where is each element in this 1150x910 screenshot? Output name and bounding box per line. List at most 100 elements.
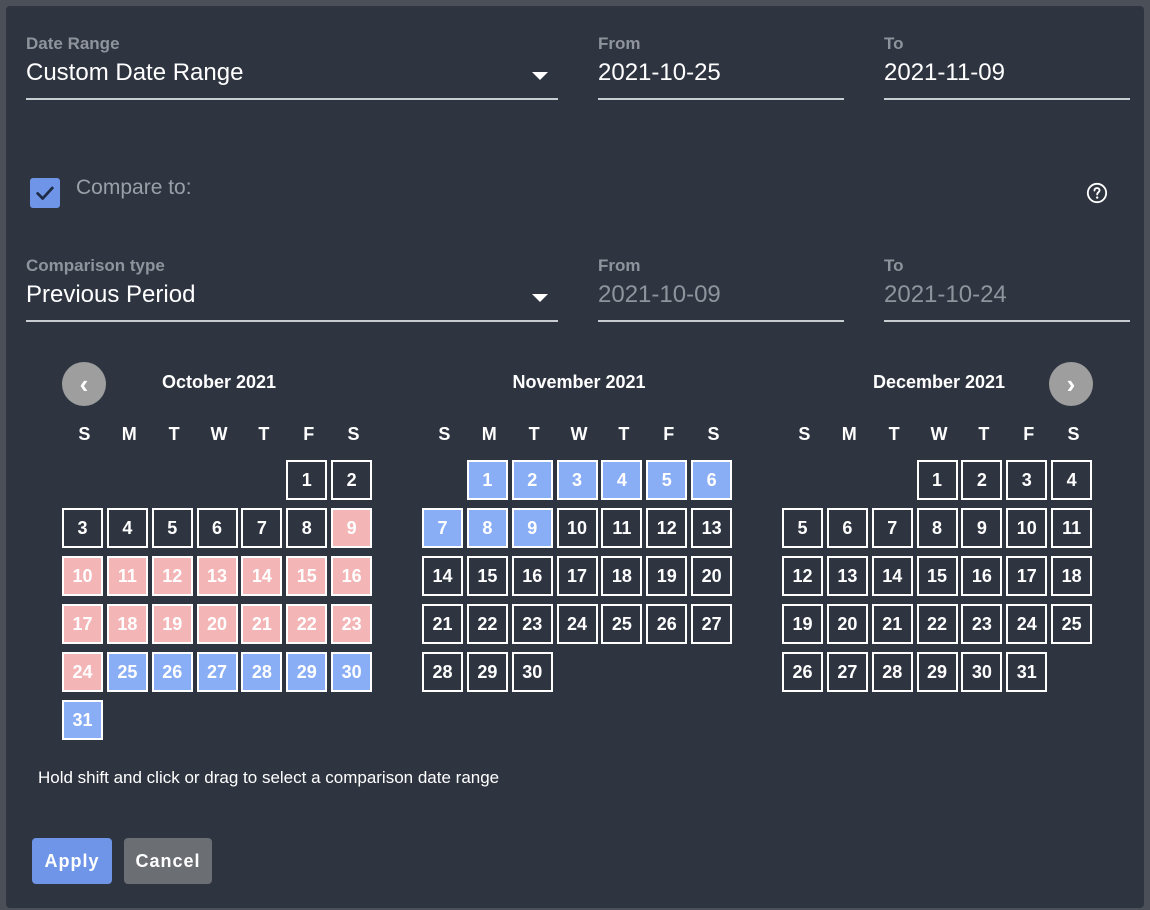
calendar-day[interactable]: 18 — [106, 604, 148, 644]
calendar-day[interactable]: 29 — [466, 652, 508, 692]
calendar-day[interactable]: 14 — [422, 556, 463, 596]
date-range-select[interactable]: Date Range Custom Date Range — [26, 34, 558, 104]
calendar-day[interactable]: 25 — [1051, 604, 1093, 644]
compare-checkbox[interactable] — [30, 178, 60, 208]
calendar-day[interactable]: 22 — [466, 604, 508, 644]
comparison-type-select[interactable]: Comparison type Previous Period — [26, 256, 558, 326]
calendar-day[interactable]: 22 — [286, 604, 328, 644]
compare-to-field[interactable]: To 2021-10-24 — [884, 256, 1130, 326]
compare-from-field[interactable]: From 2021-10-09 — [598, 256, 844, 326]
calendar-day[interactable]: 28 — [422, 652, 463, 692]
calendar-day[interactable]: 10 — [62, 556, 103, 596]
calendar-day[interactable]: 31 — [1006, 652, 1048, 692]
calendar-day[interactable]: 27 — [826, 652, 868, 692]
calendar-day[interactable]: 25 — [106, 652, 148, 692]
apply-button[interactable]: Apply — [32, 838, 112, 884]
calendar-day[interactable]: 21 — [422, 604, 463, 644]
calendar-day[interactable]: 26 — [646, 604, 688, 644]
calendar-day[interactable]: 18 — [601, 556, 643, 596]
calendar-day[interactable]: 7 — [241, 508, 283, 548]
help-icon[interactable] — [1086, 182, 1108, 204]
calendar-day[interactable]: 19 — [646, 556, 688, 596]
prev-month-button[interactable]: ‹ — [62, 362, 106, 406]
calendar-day[interactable]: 29 — [916, 652, 958, 692]
calendar-day[interactable]: 11 — [106, 556, 148, 596]
calendar-day[interactable]: 13 — [691, 508, 733, 548]
calendar-day[interactable]: 12 — [151, 556, 193, 596]
calendar-day[interactable]: 22 — [916, 604, 958, 644]
calendar-day[interactable]: 14 — [241, 556, 283, 596]
calendar-day[interactable]: 27 — [196, 652, 238, 692]
calendar-day[interactable]: 12 — [646, 508, 688, 548]
calendar-day[interactable]: 8 — [286, 508, 328, 548]
calendar-day[interactable]: 10 — [556, 508, 598, 548]
calendar-day[interactable]: 30 — [331, 652, 373, 692]
calendar-day[interactable]: 24 — [62, 652, 103, 692]
calendar-day[interactable]: 18 — [1051, 556, 1093, 596]
next-month-button[interactable]: › — [1049, 362, 1093, 406]
calendar-day[interactable]: 20 — [691, 556, 733, 596]
calendar-day[interactable]: 15 — [916, 556, 958, 596]
calendar-day[interactable]: 21 — [871, 604, 913, 644]
calendar-day[interactable]: 6 — [196, 508, 238, 548]
calendar-day[interactable]: 30 — [511, 652, 553, 692]
calendar-day[interactable]: 16 — [331, 556, 373, 596]
calendar-day[interactable]: 27 — [691, 604, 733, 644]
calendar-day[interactable]: 13 — [196, 556, 238, 596]
calendar-day[interactable]: 14 — [871, 556, 913, 596]
calendar-day[interactable]: 11 — [1051, 508, 1093, 548]
cancel-button[interactable]: Cancel — [124, 838, 212, 884]
calendar-day[interactable]: 24 — [556, 604, 598, 644]
calendar-day[interactable]: 17 — [62, 604, 103, 644]
calendar-day[interactable]: 2 — [511, 460, 553, 500]
calendar-day[interactable]: 23 — [511, 604, 553, 644]
calendar-day[interactable]: 7 — [871, 508, 913, 548]
calendar-day[interactable]: 8 — [916, 508, 958, 548]
calendar-day[interactable]: 11 — [601, 508, 643, 548]
calendar-day[interactable]: 20 — [826, 604, 868, 644]
calendar-day[interactable]: 26 — [782, 652, 823, 692]
calendar-day[interactable]: 1 — [916, 460, 958, 500]
calendar-day[interactable]: 21 — [241, 604, 283, 644]
calendar-day[interactable]: 17 — [1006, 556, 1048, 596]
calendar-day[interactable]: 16 — [961, 556, 1003, 596]
calendar-day[interactable]: 15 — [466, 556, 508, 596]
calendar-day[interactable]: 3 — [62, 508, 103, 548]
calendar-day[interactable]: 23 — [331, 604, 373, 644]
calendar-day[interactable]: 5 — [646, 460, 688, 500]
calendar-day[interactable]: 3 — [556, 460, 598, 500]
calendar-day[interactable]: 3 — [1006, 460, 1048, 500]
calendar-day[interactable]: 5 — [782, 508, 823, 548]
from-date-field[interactable]: From 2021-10-25 — [598, 34, 844, 104]
calendar-day[interactable]: 31 — [62, 700, 103, 740]
calendar-day[interactable]: 30 — [961, 652, 1003, 692]
calendar-day[interactable]: 10 — [1006, 508, 1048, 548]
calendar-day[interactable]: 19 — [782, 604, 823, 644]
calendar-day[interactable]: 19 — [151, 604, 193, 644]
calendar-day[interactable]: 5 — [151, 508, 193, 548]
calendar-day[interactable]: 9 — [961, 508, 1003, 548]
calendar-day[interactable]: 26 — [151, 652, 193, 692]
calendar-day[interactable]: 16 — [511, 556, 553, 596]
calendar-day[interactable]: 15 — [286, 556, 328, 596]
calendar-day[interactable]: 20 — [196, 604, 238, 644]
calendar-day[interactable]: 9 — [511, 508, 553, 548]
calendar-day[interactable]: 9 — [331, 508, 373, 548]
calendar-day[interactable]: 28 — [871, 652, 913, 692]
calendar-day[interactable]: 29 — [286, 652, 328, 692]
calendar-day[interactable]: 4 — [601, 460, 643, 500]
calendar-day[interactable]: 6 — [826, 508, 868, 548]
calendar-day[interactable]: 1 — [286, 460, 328, 500]
calendar-day[interactable]: 8 — [466, 508, 508, 548]
calendar-day[interactable]: 7 — [422, 508, 463, 548]
calendar-day[interactable]: 24 — [1006, 604, 1048, 644]
calendar-day[interactable]: 2 — [961, 460, 1003, 500]
calendar-day[interactable]: 4 — [106, 508, 148, 548]
calendar-day[interactable]: 6 — [691, 460, 733, 500]
calendar-day[interactable]: 23 — [961, 604, 1003, 644]
calendar-day[interactable]: 12 — [782, 556, 823, 596]
calendar-day[interactable]: 1 — [466, 460, 508, 500]
calendar-day[interactable]: 17 — [556, 556, 598, 596]
calendar-day[interactable]: 2 — [331, 460, 373, 500]
calendar-day[interactable]: 25 — [601, 604, 643, 644]
